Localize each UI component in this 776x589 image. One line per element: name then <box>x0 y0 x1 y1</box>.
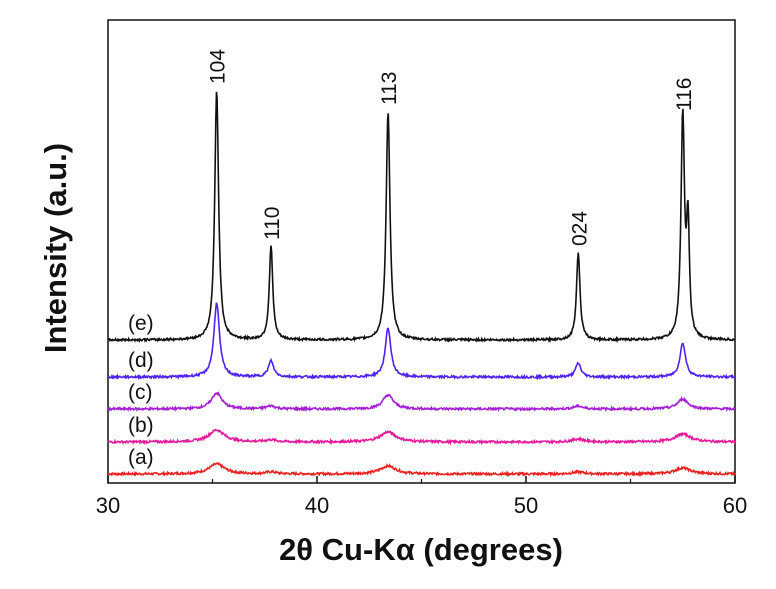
curve-label-e: (e) <box>128 312 154 335</box>
curve-labels-group: (a) (b) (c) (d) (e) <box>128 312 154 469</box>
curve-label-c: (c) <box>128 381 153 404</box>
series-line-c <box>107 391 736 413</box>
x-tick-label-30: 30 <box>96 493 120 518</box>
curves-group <box>107 91 736 478</box>
peak-label-110: 110 <box>261 207 284 240</box>
x-tick-label-60: 60 <box>723 493 747 518</box>
curve-label-b: (b) <box>128 414 154 437</box>
series-line-b <box>107 428 736 446</box>
curve-label-d: (d) <box>128 349 154 372</box>
peak-label-024: 024 <box>568 211 591 246</box>
x-axis-title: 2θ Cu-Kα (degrees) <box>279 532 563 567</box>
peak-label-113: 113 <box>378 72 401 105</box>
y-axis-title: Intensity (a.u.) <box>38 143 73 353</box>
peak-label-104: 104 <box>207 49 230 84</box>
series-line-e <box>107 91 736 344</box>
peak-label-116: 116 <box>673 78 696 111</box>
series-line-d <box>107 302 736 381</box>
plot-frame <box>107 19 736 484</box>
peak-labels-group: 104 110 113 024 116 <box>207 49 696 246</box>
x-tick-label-50: 50 <box>514 493 538 518</box>
series-line-a <box>107 462 736 478</box>
curve-label-a: (a) <box>128 446 154 469</box>
x-tick-label-40: 40 <box>305 493 329 518</box>
x-ticks-group: 30 40 50 60 <box>96 476 747 518</box>
